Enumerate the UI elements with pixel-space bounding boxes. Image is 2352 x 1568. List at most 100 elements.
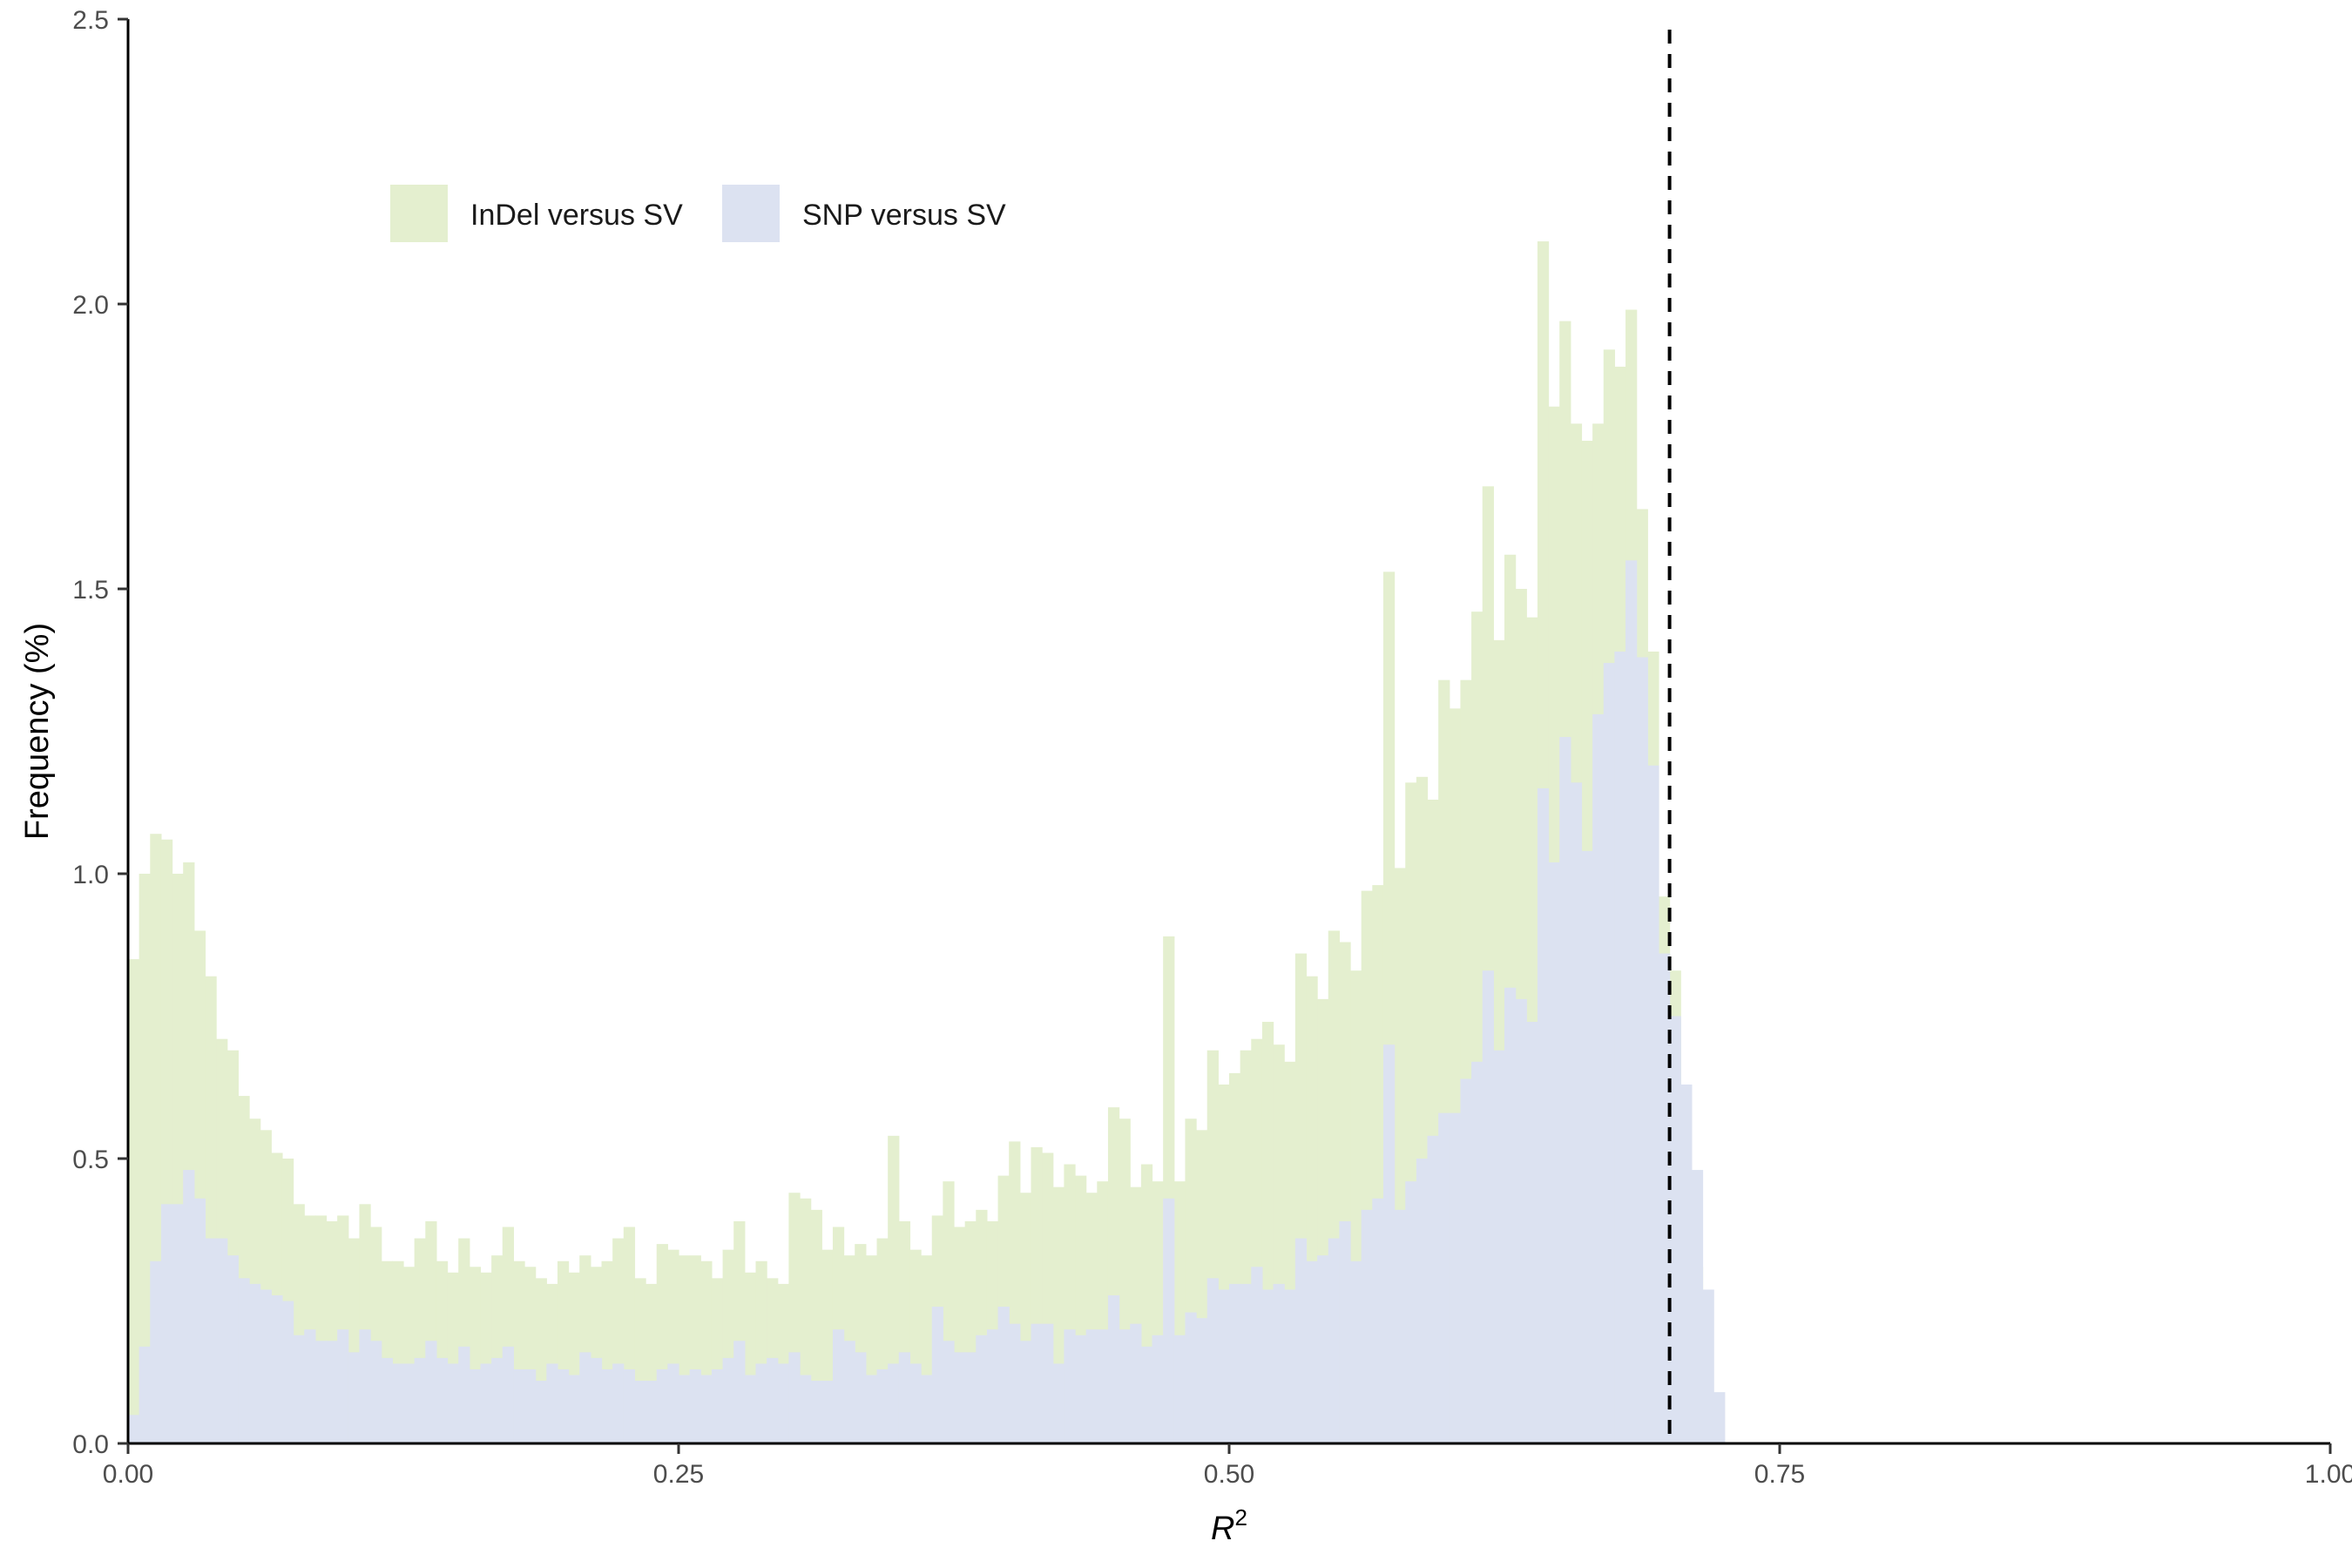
y-tick-label: 0.0 [72,1430,109,1459]
legend: InDel versus SV SNP versus SV [390,185,1006,242]
histogram-bar [733,1341,746,1443]
histogram-bar [645,1381,658,1443]
histogram-bar [1273,1283,1285,1443]
histogram-bar [1504,987,1517,1443]
snp-bars [128,560,1726,1443]
histogram-bar [855,1352,867,1443]
histogram-bar [1427,1135,1439,1443]
histogram-bar [1449,1112,1462,1443]
y-tick-label: 1.0 [72,861,109,889]
histogram-bar [1009,1323,1021,1443]
histogram-bar [1339,1220,1351,1443]
x-axis-title-base: R [1211,1511,1234,1547]
histogram-bar [1052,1363,1064,1443]
histogram-bar [767,1357,779,1443]
histogram-bar [314,1341,328,1443]
histogram-bar [1713,1392,1726,1443]
histogram-bar [226,1255,239,1443]
histogram-bar [1350,1260,1362,1443]
histogram-bar [183,1170,195,1443]
x-tick-label: 0.75 [1754,1460,1805,1489]
histogram-bar [249,1283,261,1443]
y-tick-label: 2.0 [72,291,109,320]
histogram-bar [447,1363,459,1443]
histogram-bar [1680,1084,1693,1443]
histogram-bar [1173,1335,1186,1443]
histogram-bar [1691,1170,1704,1443]
histogram-bar [150,1260,162,1443]
histogram-bar [425,1341,437,1443]
histogram-bar [458,1346,470,1443]
histogram-bar [337,1329,349,1443]
histogram-bar [326,1341,338,1443]
y-tick-label: 2.5 [72,6,109,35]
histogram-bar [502,1346,514,1443]
histogram-bar [943,1341,955,1443]
histogram-bar [568,1375,580,1443]
histogram-bar [1394,1209,1406,1443]
histogram-bar [1526,1022,1538,1443]
histogram-bar [1284,1289,1296,1443]
histogram-bar [1471,1061,1484,1443]
histogram-bar [1537,787,1550,1443]
histogram-bar [359,1329,371,1443]
histogram-bar [1438,1112,1450,1443]
histogram-bar [128,1415,140,1443]
histogram-bar [722,1357,734,1443]
histogram-bar [623,1369,636,1443]
histogram-bar [1361,1209,1373,1443]
histogram-bar [601,1369,613,1443]
histogram-bar [1152,1335,1164,1443]
histogram-bar [1603,663,1615,1443]
histogram-bar [128,959,140,1443]
histogram-bar [1075,1335,1087,1443]
histogram-bar [1669,1016,1681,1443]
histogram-bar [1085,1329,1098,1443]
histogram-bar [1493,1050,1505,1443]
legend-swatch-indel [390,185,448,242]
histogram-bar [1382,1044,1396,1443]
histogram-bar [1240,1283,1252,1443]
histogram-bar [590,1357,603,1443]
histogram-bar [403,1363,416,1443]
legend-swatch-snp [722,185,780,242]
histogram-bar [1416,1159,1429,1443]
histogram-bar [172,1204,184,1443]
histogram-bar [1372,1198,1384,1443]
histogram-bar [1140,1346,1153,1443]
histogram-bar [1647,765,1659,1443]
histogram-bar [667,1363,679,1443]
histogram-bar [656,1369,668,1443]
x-axis-title: R2 [1211,1504,1247,1547]
histogram-bar [821,1381,834,1443]
histogram-bar [1614,651,1626,1443]
histogram-bar [370,1341,382,1443]
histogram-bar [1097,1329,1109,1443]
histogram-bar [469,1369,482,1443]
x-tick-label: 0.50 [1204,1460,1254,1489]
histogram-bar [480,1363,492,1443]
histogram-bar [1196,1318,1208,1443]
x-axis-title-superscript: 2 [1234,1504,1247,1531]
x-tick-label: 0.25 [653,1460,704,1489]
histogram-bar [216,1238,228,1443]
histogram-bar [964,1352,977,1443]
histogram-bar [755,1363,767,1443]
histogram-bar [271,1294,283,1443]
histogram-bar [1042,1323,1054,1443]
histogram-bar [436,1357,449,1443]
histogram-bar [1119,1329,1131,1443]
histogram-bar [1658,953,1671,1443]
histogram-bar [810,1381,822,1443]
histogram-bar [700,1375,713,1443]
y-axis-title: Frequency (%) [19,623,56,840]
histogram-bar [1251,1267,1263,1443]
histogram-bar [1317,1255,1329,1443]
histogram-bar [634,1381,646,1443]
histogram-bar [1702,1289,1714,1443]
histogram-bar [1515,998,1527,1443]
histogram-bar [1306,1260,1318,1443]
histogram-bar [898,1352,911,1443]
histogram-bar [260,1289,272,1443]
histogram-bar [205,1238,217,1443]
